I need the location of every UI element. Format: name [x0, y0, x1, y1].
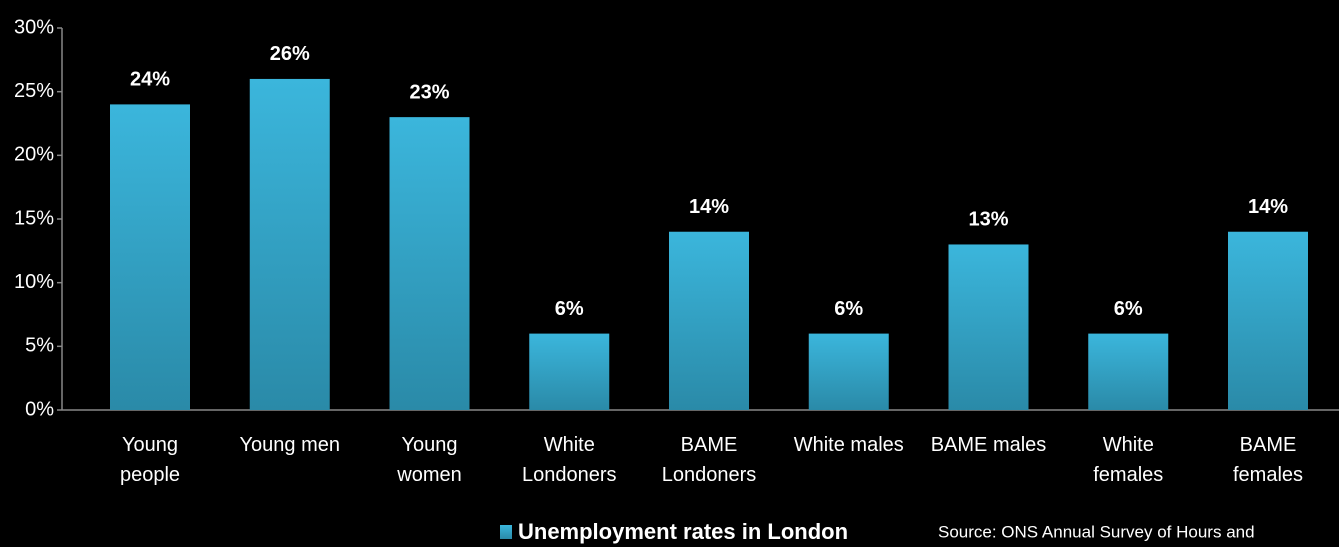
legend-label: Unemployment rates in London [518, 519, 848, 544]
y-tick-label: 25% [14, 80, 54, 102]
bar [808, 333, 889, 410]
x-tick-label: Young people [119, 434, 181, 486]
value-label: 6% [555, 298, 584, 320]
y-tick-label: 10% [14, 271, 54, 293]
bar [249, 78, 330, 410]
value-label: 14% [1248, 196, 1288, 218]
x-tick-label: Young women [397, 434, 462, 486]
x-tick-label: BAME Londoners [661, 434, 757, 486]
x-tick-label: White females [1093, 434, 1164, 486]
value-label: 13% [968, 209, 1008, 231]
y-tick-label: 30% [14, 16, 54, 38]
y-tick-label: 0% [25, 398, 54, 420]
bar [1228, 231, 1308, 410]
x-tick-label: White Londoners [521, 434, 617, 486]
x-tick-label: BAME females [1232, 434, 1304, 486]
y-tick-label: 5% [25, 335, 54, 357]
bar [948, 244, 1029, 410]
x-tick-label: White males [793, 434, 904, 456]
value-label: 26% [270, 43, 310, 65]
x-tick-label: Young men [239, 434, 340, 456]
bar [389, 117, 470, 410]
value-label: 14% [689, 196, 729, 218]
bar [1088, 333, 1169, 410]
value-label: 6% [1114, 298, 1143, 320]
bar [110, 104, 190, 411]
bar [669, 231, 749, 410]
value-label: 23% [409, 81, 449, 103]
x-tick-label: BAME males [930, 434, 1047, 456]
y-tick-label: 20% [14, 144, 54, 166]
value-label: 6% [834, 298, 863, 320]
bar [529, 333, 610, 410]
source: Source: ONS Annual Survey of Hours and [938, 522, 1255, 541]
legend-swatch [500, 525, 512, 539]
value-label: 24% [130, 69, 170, 91]
y-tick-label: 15% [14, 207, 54, 229]
